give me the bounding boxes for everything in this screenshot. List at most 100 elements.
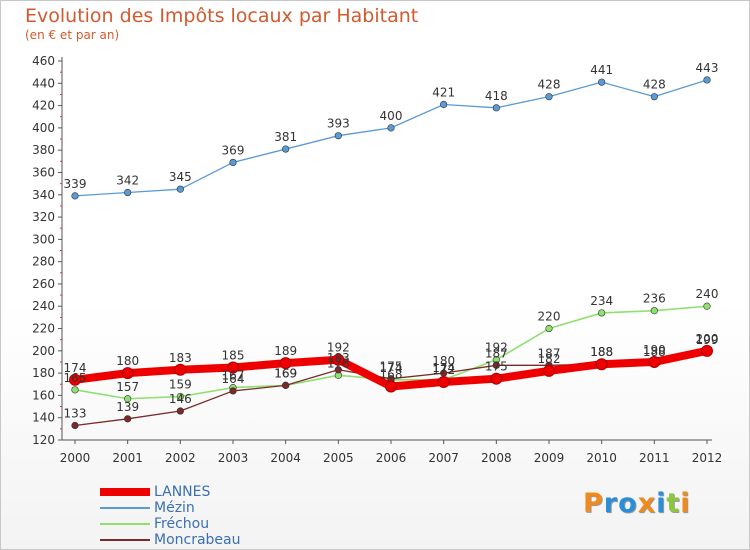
legend-label: Fréchou [154,516,210,532]
logo-letter: x [637,488,657,519]
point-frechou [176,392,184,401]
y-tick-label: 140 [32,411,55,425]
point-frechou [650,307,658,315]
data-label-mezin: 418 [485,89,508,103]
data-label-lannes: 190 [643,343,666,357]
x-tick-label: 2008 [481,451,512,465]
data-label-lannes: 182 [538,352,561,366]
point-lannes [437,376,450,389]
data-label-moncrabeau: 188 [643,345,666,359]
y-tick-label: 180 [32,366,55,380]
y-tick-label: 380 [32,143,55,157]
y-tick-label: 400 [32,121,55,135]
legend-swatch [100,488,150,496]
data-label-frechou: 169 [274,366,297,380]
legend-swatch [100,539,150,541]
point-frechou [703,302,711,310]
point-lannes [385,380,397,393]
data-label-lannes: 200 [696,332,719,346]
point-frechou [124,395,132,403]
point-lannes [174,363,187,376]
data-label-lannes: 183 [169,351,192,365]
point-moncrabeau [176,407,184,415]
y-tick-label: 440 [32,76,55,90]
data-label-lannes: 192 [327,341,350,355]
point-lannes [227,361,239,374]
chart-subtitle: (en € et par an) [25,28,120,42]
data-label-frechou: 236 [643,292,666,306]
data-label-frechou: 240 [696,287,719,301]
logo-letter: P [583,488,604,519]
data-label-frechou: 234 [590,294,613,308]
proxiti-logo: Proxiti [583,488,691,519]
data-label-moncrabeau: 139 [116,400,139,414]
y-tick-label: 460 [32,54,55,68]
y-tick-label: 300 [32,232,55,246]
point-frechou [71,386,79,394]
data-label-mezin: 443 [696,61,719,75]
point-frechou [598,309,606,317]
y-tick-label: 260 [32,277,55,291]
data-label-mezin: 342 [116,174,139,188]
x-tick-label: 2011 [639,451,670,465]
data-label-moncrabeau: 146 [169,392,192,406]
data-label-frechou: 159 [169,378,192,392]
legend-label: Mézin [154,500,195,516]
point-frechou [545,324,553,333]
point-moncrabeau [229,387,237,395]
x-tick-label: 2007 [428,451,459,465]
data-label-frechou: 178 [327,356,350,370]
x-tick-label: 2000 [60,451,91,465]
data-label-frechou: 220 [538,310,561,324]
point-mezin [282,145,290,153]
data-label-mezin: 428 [538,78,561,92]
data-label-moncrabeau: 175 [380,360,403,374]
data-label-mezin: 421 [432,85,455,99]
logo-letter: t [666,488,681,519]
y-tick-label: 240 [32,299,55,313]
y-tick-label: 220 [32,322,55,336]
point-lannes [490,372,503,385]
point-mezin [598,78,606,86]
legend-label: Moncrabeau [154,532,241,548]
data-label-lannes: 172 [432,363,455,377]
point-lannes [279,357,292,370]
y-tick-label: 320 [32,210,55,224]
data-label-frechou: 192 [485,341,508,355]
data-label-frechou: 157 [116,380,139,394]
point-mezin [440,100,448,109]
data-label-frechou: 167 [222,369,245,383]
data-label-mezin: 428 [643,78,666,92]
point-moncrabeau [492,361,500,369]
data-label-frechou: 174 [380,361,403,375]
data-label-mezin: 345 [169,170,192,184]
point-lannes [121,367,134,380]
x-tick-label: 2006 [376,451,407,465]
data-label-mezin: 441 [590,63,613,77]
logo-letter: r [603,488,619,519]
y-tick-label: 200 [32,344,55,358]
data-label-lannes: 174 [64,361,87,375]
data-label-moncrabeau: 164 [222,372,245,386]
data-label-mezin: 381 [274,130,297,144]
data-label-lannes: 168 [380,367,403,381]
x-tick-label: 2012 [692,451,723,465]
point-mezin [545,93,553,101]
logo-letter: i [680,488,691,519]
y-tick-label: 420 [32,99,55,113]
data-label-frechou: 165 [64,371,87,385]
x-tick-label: 2001 [112,451,143,465]
data-label-moncrabeau: 199 [696,333,719,347]
point-moncrabeau [124,415,132,423]
point-lannes [69,373,81,386]
legend-label: LANNES [154,484,211,500]
data-label-moncrabeau: 133 [64,407,87,421]
data-label-lannes: 175 [485,360,508,374]
point-mezin [650,93,658,101]
data-label-mezin: 400 [380,109,403,123]
point-lannes [648,355,661,368]
y-tick-label: 340 [32,188,55,202]
data-label-lannes: 185 [222,349,245,363]
